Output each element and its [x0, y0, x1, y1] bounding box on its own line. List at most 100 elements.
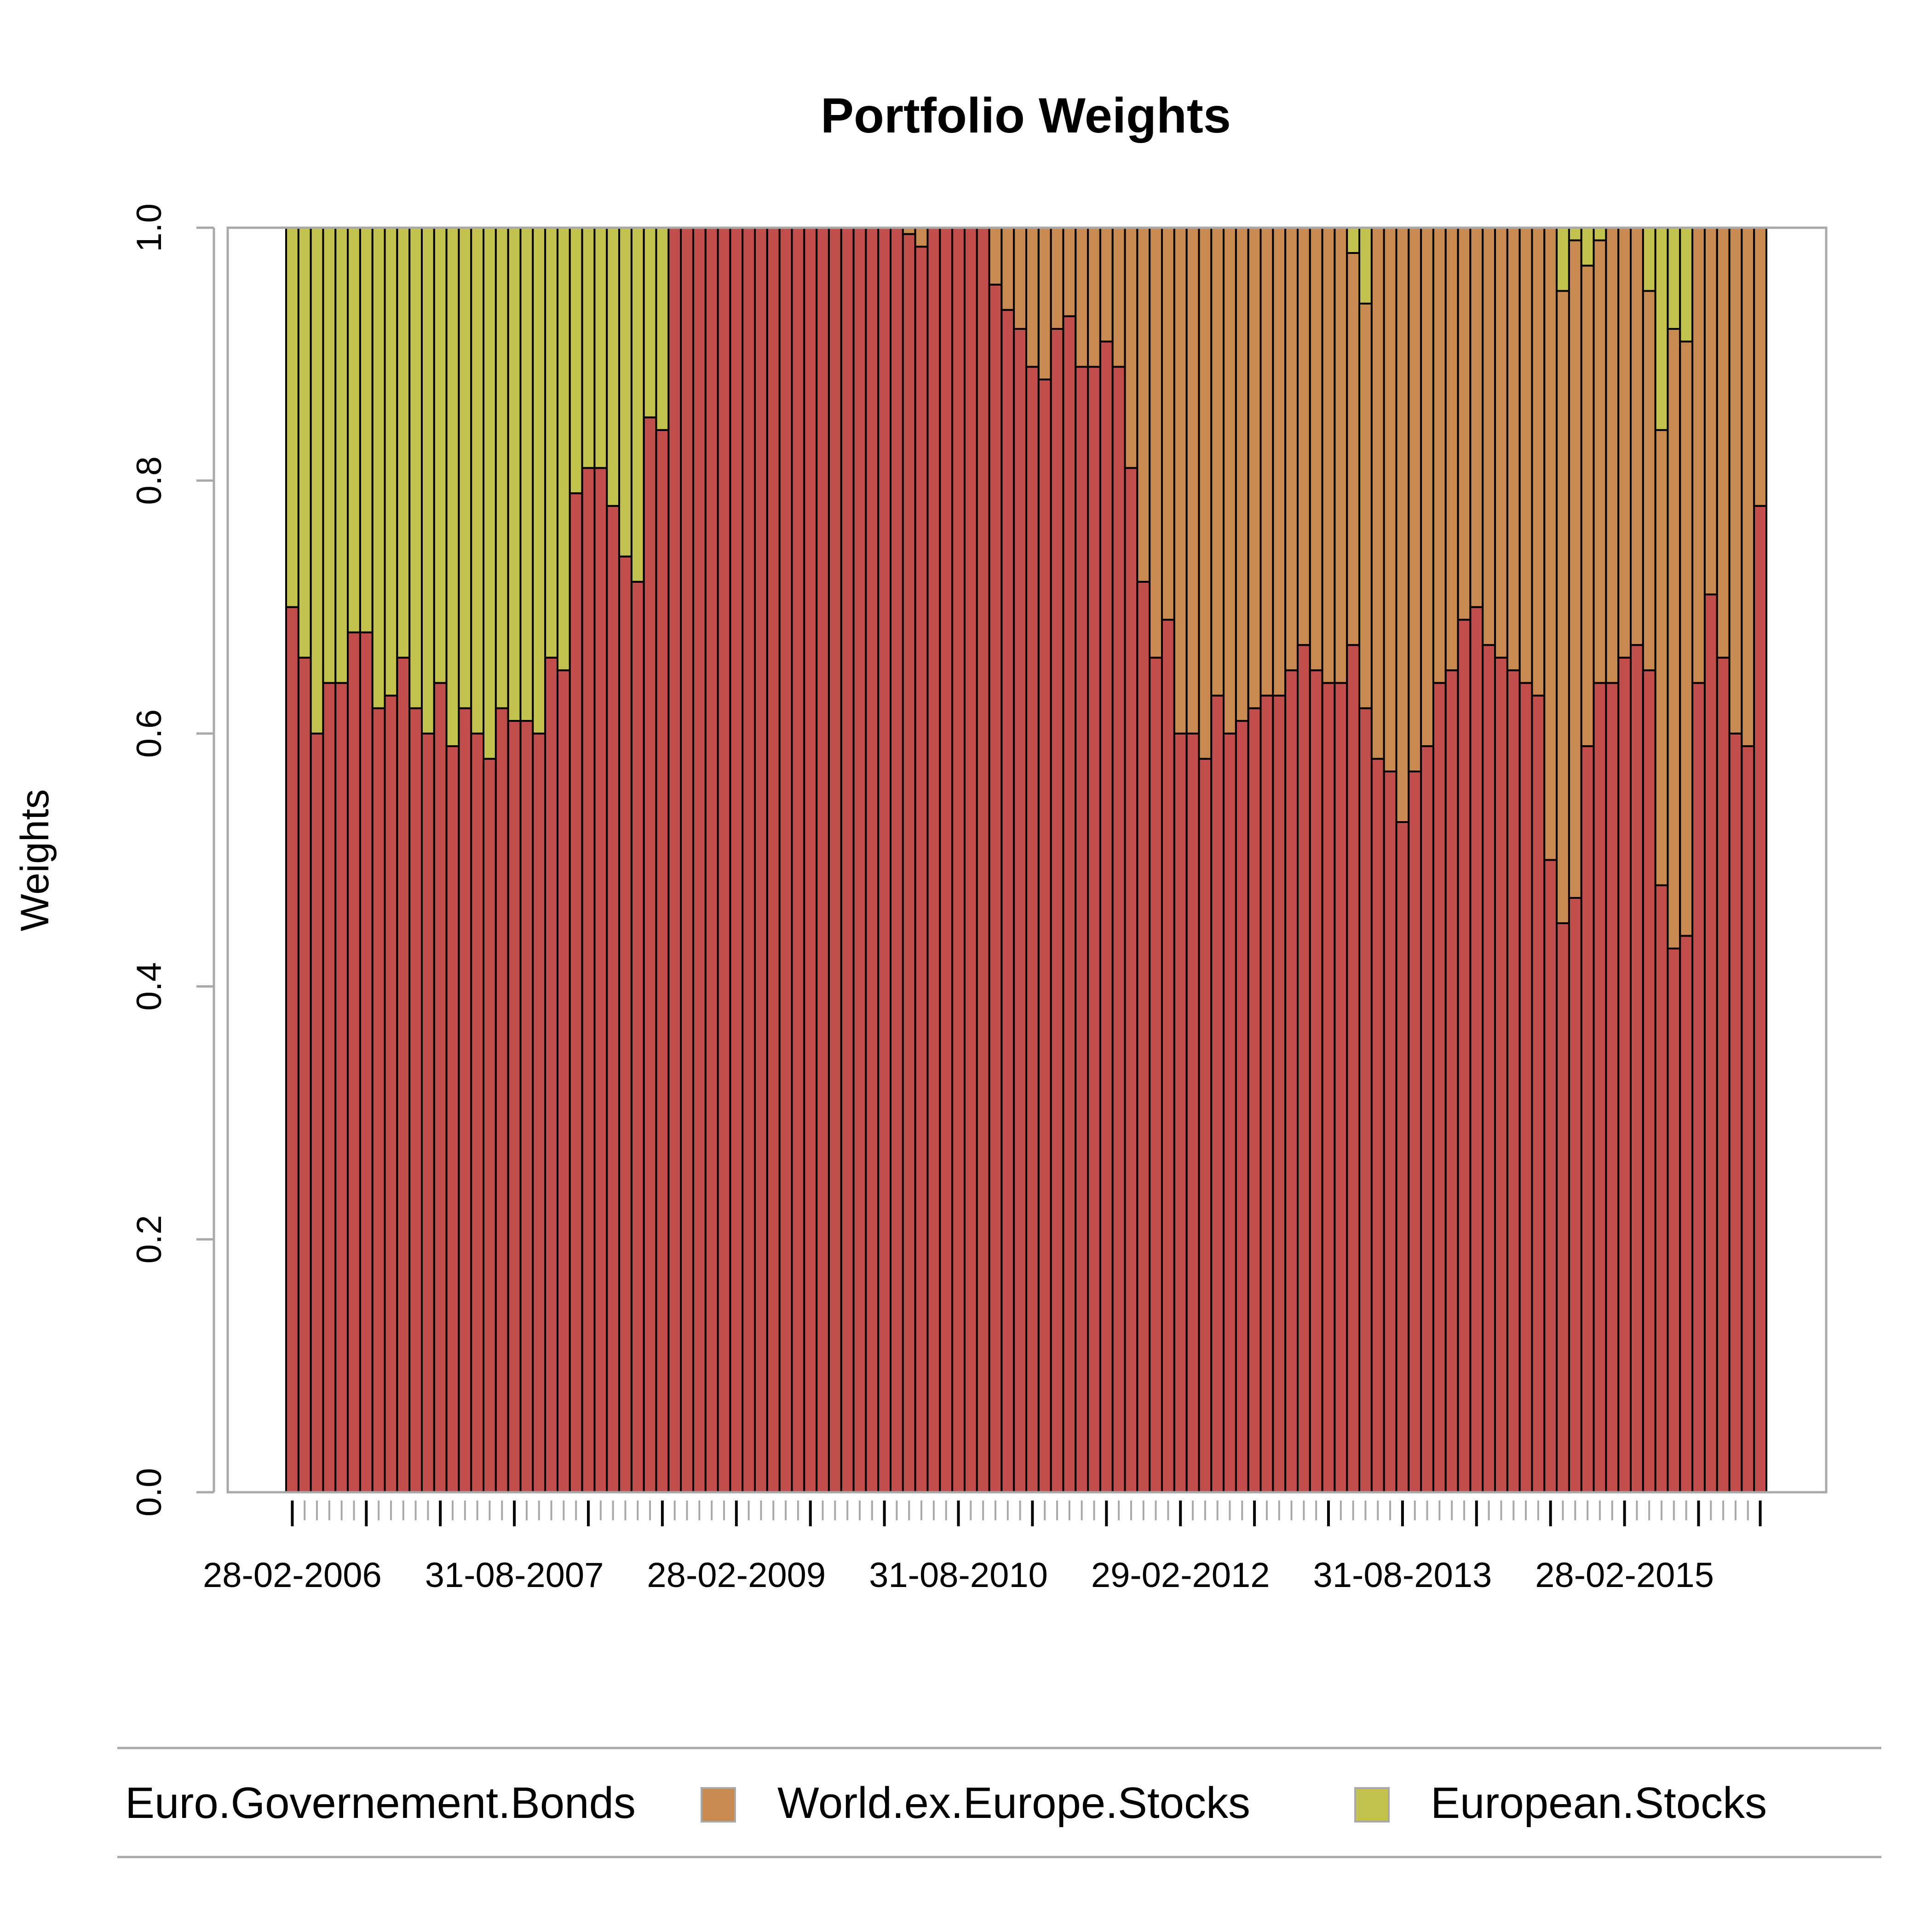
bar-segment-euro-governement-bonds-12	[433, 682, 448, 1493]
bar-segment-euro-governement-bonds-65	[1087, 366, 1101, 1494]
bar-segment-world-ex-europe-stocks-113	[1679, 340, 1694, 937]
bar-segment-euro-governement-bonds-112	[1667, 947, 1681, 1493]
bar-segment-european-stocks-18	[507, 227, 522, 722]
bar-segment-world-ex-europe-stocks-67	[1111, 227, 1126, 368]
bar-segment-euro-governement-bonds-95	[1457, 619, 1472, 1493]
bar-segment-world-ex-europe-stocks-76	[1223, 227, 1237, 735]
bar-segment-world-ex-europe-stocks-60	[1025, 227, 1040, 368]
bar-segment-world-ex-europe-stocks-74	[1198, 227, 1213, 760]
bar-segment-euro-governement-bonds-45	[840, 227, 855, 1493]
bar-segment-world-ex-europe-stocks-110	[1642, 290, 1656, 672]
bar-segment-euro-governement-bonds-22	[556, 669, 571, 1493]
bar-segment-european-stocks-106	[1593, 227, 1607, 242]
bar-segment-euro-governement-bonds-71	[1161, 619, 1175, 1493]
bar-segment-euro-governement-bonds-50	[902, 233, 916, 1493]
bar-segment-world-ex-europe-stocks-96	[1469, 227, 1484, 608]
bar-segment-euro-governement-bonds-107	[1605, 682, 1620, 1493]
bar-segment-european-stocks-22	[556, 227, 571, 672]
bar-segment-euro-governement-bonds-109	[1630, 644, 1644, 1493]
bar-segment-world-ex-europe-stocks-73	[1185, 227, 1200, 735]
bar-segment-world-ex-europe-stocks-61	[1037, 227, 1052, 380]
bar-segment-european-stocks-104	[1568, 227, 1582, 242]
bar-segment-euro-governement-bonds-73	[1185, 732, 1200, 1493]
bar-segment-european-stocks-27	[618, 227, 632, 558]
bar-segment-euro-governement-bonds-93	[1432, 682, 1447, 1493]
bar-segment-euro-governement-bonds-61	[1037, 378, 1052, 1494]
bar-segment-euro-governement-bonds-117	[1728, 732, 1743, 1493]
bar-segment-euro-governement-bonds-85	[1334, 682, 1348, 1493]
bar-segment-world-ex-europe-stocks-77	[1235, 227, 1249, 722]
bar-segment-euro-governement-bonds-80	[1272, 695, 1287, 1493]
bar-segment-european-stocks-111	[1654, 227, 1669, 431]
bar-segment-euro-governement-bonds-20	[532, 732, 546, 1493]
x-tick-label: 31-08-2013	[1313, 1556, 1492, 1595]
bar-segment-world-ex-europe-stocks-95	[1457, 227, 1472, 621]
bar-segment-world-ex-europe-stocks-82	[1296, 227, 1311, 646]
chart-title: Portfolio Weights	[821, 87, 1231, 143]
x-tick-label: 28-02-2015	[1535, 1556, 1714, 1595]
bar-segment-world-ex-europe-stocks-70	[1149, 227, 1163, 659]
bar-segment-euro-governement-bonds-40	[778, 227, 793, 1493]
bar-segment-euro-governement-bonds-3	[322, 682, 337, 1493]
y-tick-label: 0.6	[130, 709, 169, 758]
y-tick-label: 0.8	[130, 456, 169, 505]
bar-segment-euro-governement-bonds-41	[791, 227, 805, 1493]
bar-segment-euro-governement-bonds-116	[1716, 656, 1731, 1493]
bar-segment-european-stocks-14	[458, 227, 472, 709]
bar-segment-european-stocks-24	[581, 227, 596, 469]
bar-segment-euro-governement-bonds-111	[1654, 884, 1669, 1493]
bar-segment-euro-governement-bonds-27	[618, 555, 632, 1493]
bar-segment-world-ex-europe-stocks-81	[1284, 227, 1299, 672]
bar-segment-euro-governement-bonds-29	[643, 416, 657, 1493]
bar-segment-euro-governement-bonds-38	[754, 227, 768, 1493]
bar-segment-euro-governement-bonds-48	[877, 227, 892, 1493]
bar-segment-euro-governement-bonds-5	[347, 631, 361, 1493]
bar-segment-euro-governement-bonds-60	[1025, 366, 1040, 1494]
bar-segment-world-ex-europe-stocks-100	[1518, 227, 1533, 684]
bar-segment-euro-governement-bonds-98	[1494, 656, 1508, 1493]
bar-segment-world-ex-europe-stocks-71	[1161, 227, 1175, 621]
bar-segment-euro-governement-bonds-8	[384, 695, 398, 1493]
x-tick-label: 29-02-2012	[1091, 1556, 1270, 1595]
bar-segment-euro-governement-bonds-102	[1543, 859, 1558, 1493]
bar-segment-euro-governement-bonds-16	[483, 758, 497, 1493]
bar-segment-euro-governement-bonds-106	[1593, 682, 1607, 1493]
bar-segment-euro-governement-bonds-19	[519, 720, 534, 1493]
bar-segment-euro-governement-bonds-13	[445, 745, 460, 1493]
x-tick-label: 28-02-2006	[203, 1556, 382, 1595]
bar-segment-world-ex-europe-stocks-98	[1494, 227, 1508, 659]
bar-segment-euro-governement-bonds-69	[1136, 581, 1151, 1493]
bar-segment-european-stocks-8	[384, 227, 398, 697]
bar-segment-euro-governement-bonds-44	[828, 227, 842, 1493]
bar-segment-european-stocks-6	[359, 227, 374, 633]
bar-segment-world-ex-europe-stocks-108	[1617, 227, 1632, 659]
bar-segment-euro-governement-bonds-58	[1000, 309, 1015, 1494]
bar-segment-euro-governement-bonds-17	[494, 707, 509, 1493]
bar-segment-world-ex-europe-stocks-105	[1580, 264, 1595, 748]
bar-segment-euro-governement-bonds-115	[1703, 593, 1718, 1493]
bar-segment-euro-governement-bonds-6	[359, 631, 374, 1493]
bar-segment-european-stocks-26	[606, 227, 621, 507]
bar-segment-euro-governement-bonds-100	[1518, 682, 1533, 1493]
bar-segment-world-ex-europe-stocks-69	[1136, 227, 1151, 583]
bar-segment-european-stocks-3	[322, 227, 337, 684]
y-tick-label: 0.4	[130, 962, 169, 1011]
bar-segment-world-ex-europe-stocks-112	[1667, 328, 1681, 949]
y-axis-label: Weights	[13, 789, 57, 931]
bar-segment-european-stocks-19	[519, 227, 534, 722]
bar-segment-world-ex-europe-stocks-94	[1444, 227, 1459, 672]
bar-segment-euro-governement-bonds-76	[1223, 732, 1237, 1493]
bar-segment-world-ex-europe-stocks-58	[1000, 227, 1015, 311]
legend-label-world-ex-europe: World.ex.Europe.Stocks	[777, 1778, 1250, 1828]
bar-segment-euro-governement-bonds-24	[581, 467, 596, 1493]
bar-segment-euro-governement-bonds-56	[976, 227, 990, 1493]
bar-segment-european-stocks-20	[532, 227, 546, 735]
bar-segment-euro-governement-bonds-18	[507, 720, 522, 1493]
bar-segment-euro-governement-bonds-78	[1247, 707, 1262, 1493]
bar-segment-euro-governement-bonds-96	[1469, 606, 1484, 1493]
bar-segment-world-ex-europe-stocks-99	[1506, 227, 1521, 672]
bar-segment-euro-governement-bonds-67	[1111, 366, 1126, 1494]
bar-segment-world-ex-europe-stocks-89	[1383, 227, 1397, 773]
bar-segment-euro-governement-bonds-63	[1062, 315, 1077, 1494]
bar-segment-euro-governement-bonds-70	[1149, 656, 1163, 1493]
